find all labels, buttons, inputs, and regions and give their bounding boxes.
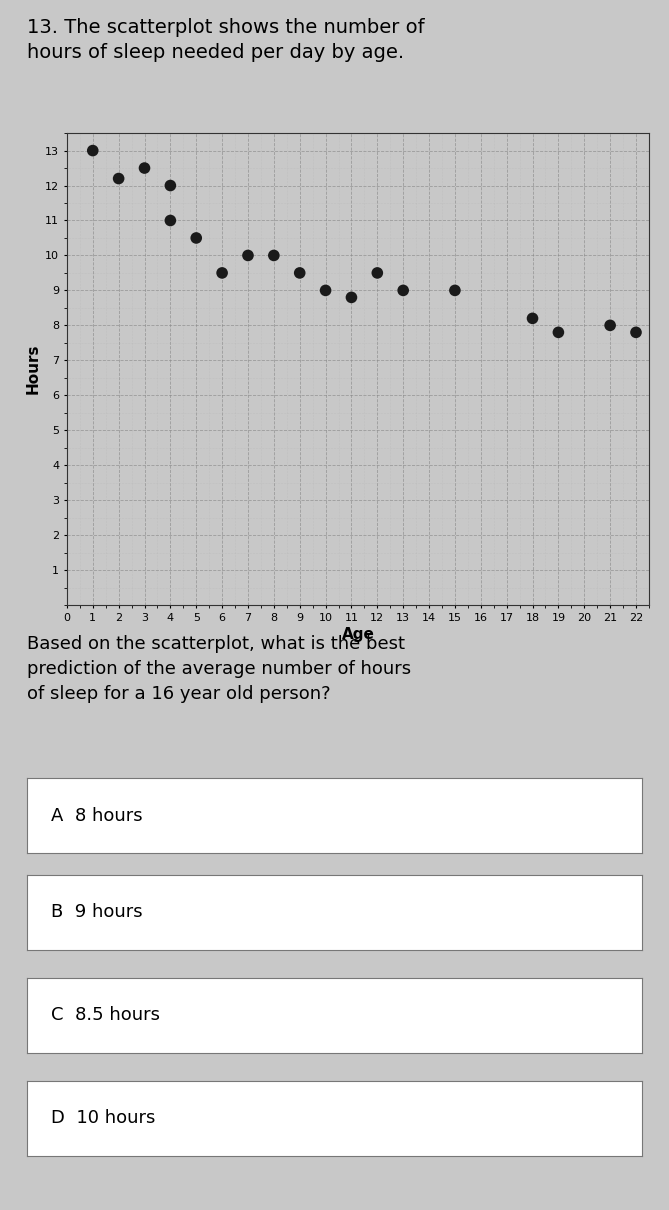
Point [165, 175, 176, 195]
Point [268, 246, 279, 265]
Point [165, 211, 176, 230]
Point [631, 323, 642, 342]
Point [294, 264, 305, 283]
Point [191, 229, 201, 248]
Text: C  8.5 hours: C 8.5 hours [52, 1007, 161, 1024]
Point [320, 281, 331, 300]
Text: B  9 hours: B 9 hours [52, 904, 143, 921]
Text: Based on the scatterplot, what is the best
prediction of the average number of h: Based on the scatterplot, what is the be… [27, 635, 411, 703]
Point [450, 281, 460, 300]
Point [217, 264, 227, 283]
Point [372, 264, 383, 283]
Point [398, 281, 409, 300]
Point [139, 159, 150, 178]
Point [527, 309, 538, 328]
Y-axis label: Hours: Hours [26, 344, 41, 394]
Point [605, 316, 615, 335]
Text: D  10 hours: D 10 hours [52, 1110, 156, 1127]
Point [88, 140, 98, 160]
X-axis label: Age: Age [341, 627, 375, 641]
Point [346, 288, 357, 307]
Text: A  8 hours: A 8 hours [52, 807, 143, 824]
Text: 13. The scatterplot shows the number of
hours of sleep needed per day by age.: 13. The scatterplot shows the number of … [27, 18, 424, 62]
Point [113, 169, 124, 189]
Point [243, 246, 254, 265]
Point [553, 323, 564, 342]
